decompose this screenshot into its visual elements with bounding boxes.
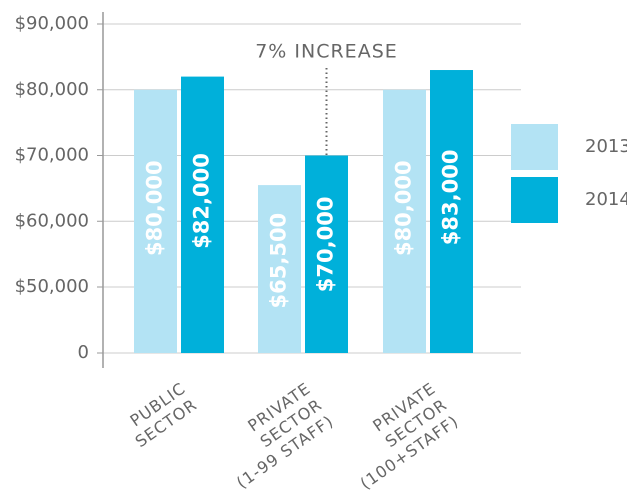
y-tick-label: $50,000 <box>15 276 89 297</box>
y-tick-label: $80,000 <box>15 79 89 100</box>
bar-2013-2 <box>383 89 426 353</box>
bar-value-label-2013-0: $80,000 <box>143 160 167 256</box>
bar-value-label-2014-1: $70,000 <box>314 197 338 293</box>
y-tick-label: 0 <box>78 342 89 363</box>
legend-swatch-2014 <box>511 177 558 223</box>
y-tick-label: $70,000 <box>15 145 89 166</box>
bar-value-label-2014-2: $83,000 <box>439 150 463 246</box>
bar-2013-0 <box>134 89 177 353</box>
legend-swatch-2013 <box>511 124 558 170</box>
legend-label-2013: 2013 <box>585 136 627 157</box>
bar-2014-1 <box>305 155 348 353</box>
bar-layer: $80,000 $82,000 $65,500 $70,000 $80,000 $83,0… <box>134 70 473 354</box>
bar-2014-2 <box>430 70 473 354</box>
bar-value-label-2014-0: $82,000 <box>190 153 214 249</box>
annotation-label: 7% INCREASE <box>255 41 398 63</box>
y-tick-label: $60,000 <box>15 210 89 231</box>
bar-2014-0 <box>181 76 224 353</box>
y-tick-label: $90,000 <box>15 13 89 34</box>
legend-layer: 2013 2014 <box>511 124 627 223</box>
annotation-layer: 7% INCREASE <box>255 41 398 156</box>
bar-2013-1 <box>258 185 301 353</box>
legend-label-2014: 2014 <box>585 189 627 210</box>
bar-value-label-2013-1: $65,500 <box>267 213 291 309</box>
bar-value-label-2013-2: $80,000 <box>392 160 416 256</box>
